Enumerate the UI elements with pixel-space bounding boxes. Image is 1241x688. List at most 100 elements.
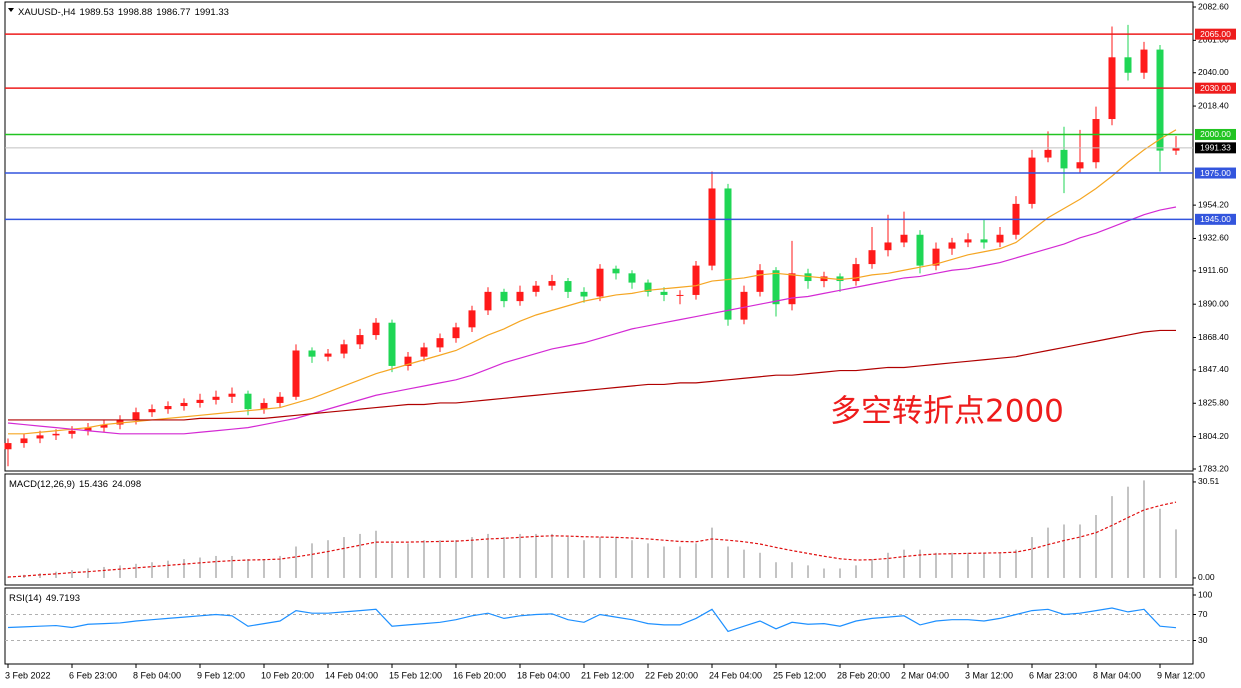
y-tick-label: 2040.00 xyxy=(1198,67,1229,77)
y-tick-label: 100 xyxy=(1198,589,1212,599)
level-label-box xyxy=(1195,28,1236,40)
level-label-box xyxy=(1195,213,1236,225)
macd-bar xyxy=(1127,486,1129,578)
macd-bar xyxy=(1111,496,1113,578)
candle-body xyxy=(84,427,92,431)
macd-bar xyxy=(375,530,377,578)
candle-body xyxy=(1140,49,1148,73)
candle-body xyxy=(260,402,268,410)
candle-body xyxy=(852,264,860,282)
header-value: 49.7193 xyxy=(46,593,80,604)
macd-bar xyxy=(1079,524,1081,578)
candle-body xyxy=(388,322,396,366)
macd-bar xyxy=(647,543,649,578)
candle-body xyxy=(1172,147,1180,151)
candle-body xyxy=(116,419,124,425)
macd-bar xyxy=(551,533,553,578)
x-tick-label: 8 Feb 04:00 xyxy=(133,670,181,680)
candle-body xyxy=(772,270,780,305)
candle-body xyxy=(948,242,956,249)
level-label: 1945.00 xyxy=(1200,214,1231,224)
candle-body xyxy=(532,285,540,292)
candle-body xyxy=(820,276,828,282)
macd-bar xyxy=(743,549,745,578)
candle-body xyxy=(100,424,108,428)
candle-body xyxy=(868,250,876,265)
macd-bar xyxy=(327,540,329,578)
macd-bar xyxy=(727,546,729,578)
macd-bar xyxy=(279,555,281,578)
macd-bar xyxy=(247,559,249,578)
x-tick-label: 18 Feb 04:00 xyxy=(517,670,570,680)
x-tick-label: 8 Mar 04:00 xyxy=(1093,670,1141,680)
candle-body xyxy=(628,273,636,283)
x-tick-label: 2 Mar 04:00 xyxy=(901,670,949,680)
macd-bar xyxy=(663,546,665,578)
candle-body xyxy=(884,242,892,251)
panel-frame xyxy=(4,1,1194,472)
macd-bar xyxy=(935,552,937,578)
candle-body xyxy=(276,396,284,403)
panel-header: XAUUSD-,H4 1989.53 1998.88 1986.77 1991.33 xyxy=(18,7,229,18)
macd-bar xyxy=(567,537,569,578)
moving-average xyxy=(7,206,1177,435)
macd-bar xyxy=(679,546,681,578)
macd-bar xyxy=(1047,527,1049,578)
candle-body xyxy=(788,273,796,305)
x-tick-label: 21 Feb 12:00 xyxy=(581,670,634,680)
macd-bar xyxy=(359,533,361,578)
macd-bar xyxy=(295,546,297,578)
candle-body xyxy=(804,273,812,282)
macd-bar xyxy=(631,540,633,578)
macd-bar xyxy=(71,570,73,578)
macd-bar xyxy=(167,560,169,578)
candle-body xyxy=(196,399,204,403)
macd-bar xyxy=(791,562,793,578)
candle-body xyxy=(740,291,748,320)
candle-body xyxy=(436,338,444,348)
panel-title: MACD(12,26,9) xyxy=(9,479,75,490)
candle-body xyxy=(580,291,588,297)
x-tick-label: 15 Feb 12:00 xyxy=(389,670,442,680)
macd-bar xyxy=(215,555,217,578)
macd-bar xyxy=(1095,515,1097,578)
macd-bar xyxy=(391,543,393,578)
candle-body xyxy=(404,356,412,366)
macd-bar xyxy=(759,552,761,578)
candle-body xyxy=(996,234,1004,243)
candle-body xyxy=(452,327,460,339)
macd-bar xyxy=(599,537,601,578)
x-tick-label: 9 Mar 12:00 xyxy=(1157,670,1205,680)
macd-bar xyxy=(839,568,841,578)
macd-bar xyxy=(823,568,825,578)
panel-frame xyxy=(4,473,1194,586)
level-label: 2000.00 xyxy=(1200,129,1231,139)
x-tick-label: 9 Feb 12:00 xyxy=(197,670,245,680)
candle-body xyxy=(484,291,492,311)
candle-body xyxy=(676,294,684,296)
x-tick-label: 16 Feb 20:00 xyxy=(453,670,506,680)
macd-bar xyxy=(151,562,153,578)
y-tick-label: 1890.00 xyxy=(1198,298,1229,308)
macd-bar xyxy=(855,565,857,578)
macd-bar xyxy=(311,543,313,578)
candle-body xyxy=(68,430,76,434)
last-price-box xyxy=(1195,142,1236,154)
macd-bar xyxy=(983,552,985,578)
macd-bar xyxy=(55,571,57,578)
macd-bar xyxy=(407,543,409,578)
level-label-box xyxy=(1195,82,1236,94)
panel-header: MACD(12,26,9) 15.436 24.098 xyxy=(9,479,141,490)
candle-body xyxy=(20,438,28,444)
macd-bar xyxy=(871,559,873,578)
x-tick-label: 6 Feb 23:00 xyxy=(69,670,117,680)
candle-body xyxy=(1044,149,1052,158)
candle-body xyxy=(1156,49,1164,151)
macd-bar xyxy=(519,533,521,578)
macd-bar xyxy=(951,552,953,578)
candle-body xyxy=(692,265,700,295)
candle-body xyxy=(900,234,908,243)
